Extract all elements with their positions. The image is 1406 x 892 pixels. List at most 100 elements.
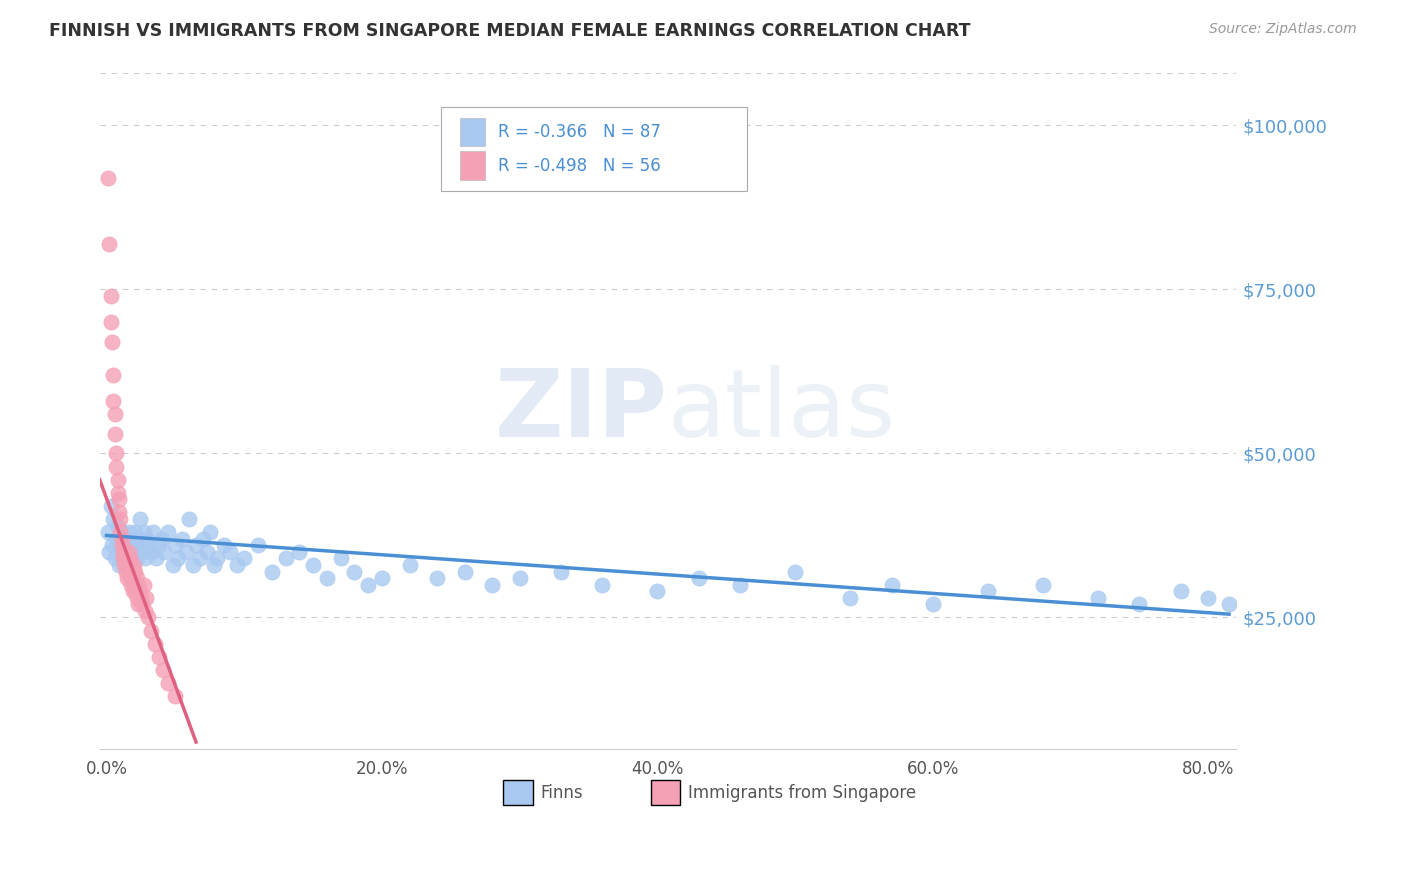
Text: Source: ZipAtlas.com: Source: ZipAtlas.com — [1209, 22, 1357, 37]
Point — [127, 532, 149, 546]
Point — [176, 545, 198, 559]
Point — [131, 597, 153, 611]
Point — [315, 571, 337, 585]
Point — [114, 565, 136, 579]
Point — [112, 558, 135, 572]
Point — [124, 584, 146, 599]
Point — [103, 512, 125, 526]
Text: Finns: Finns — [540, 783, 583, 802]
Point — [880, 577, 903, 591]
Point — [100, 499, 122, 513]
Point — [112, 532, 135, 546]
Point — [550, 565, 572, 579]
Point — [688, 571, 710, 585]
Point — [212, 538, 235, 552]
Point — [509, 571, 531, 585]
Point — [188, 551, 211, 566]
Point — [219, 545, 242, 559]
Point — [112, 545, 135, 559]
Point — [101, 334, 124, 349]
Point — [108, 506, 131, 520]
Point — [104, 551, 127, 566]
Text: atlas: atlas — [668, 365, 896, 457]
Text: Immigrants from Singapore: Immigrants from Singapore — [688, 783, 917, 802]
FancyBboxPatch shape — [440, 107, 748, 191]
Point — [97, 170, 120, 185]
FancyBboxPatch shape — [460, 152, 485, 179]
Point — [179, 512, 201, 526]
Point — [150, 532, 173, 546]
Point — [132, 577, 155, 591]
Point — [134, 551, 156, 566]
Point — [121, 545, 143, 559]
Point — [135, 591, 157, 605]
Point — [1218, 597, 1240, 611]
Point — [107, 473, 129, 487]
Point — [134, 604, 156, 618]
Point — [839, 591, 862, 605]
Point — [453, 565, 475, 579]
Point — [127, 597, 149, 611]
Point — [398, 558, 420, 572]
Point — [105, 459, 128, 474]
Point — [426, 571, 449, 585]
Point — [1087, 591, 1109, 605]
Point — [107, 518, 129, 533]
Point — [977, 584, 1000, 599]
Point — [128, 512, 150, 526]
Point — [205, 551, 228, 566]
Point — [481, 577, 503, 591]
Point — [142, 525, 165, 540]
Point — [1128, 597, 1150, 611]
Point — [329, 551, 352, 566]
Point — [288, 545, 311, 559]
Point — [111, 532, 134, 546]
Point — [647, 584, 669, 599]
Point — [191, 532, 214, 546]
Point — [1032, 577, 1054, 591]
Point — [1170, 584, 1192, 599]
Point — [114, 545, 136, 559]
Point — [371, 571, 394, 585]
Point — [157, 525, 180, 540]
Point — [167, 551, 190, 566]
Point — [357, 577, 380, 591]
Point — [115, 538, 138, 552]
Point — [226, 558, 249, 572]
Point — [172, 532, 194, 546]
Point — [152, 663, 174, 677]
Point — [122, 538, 145, 552]
Text: R = -0.366   N = 87: R = -0.366 N = 87 — [499, 123, 661, 141]
Point — [120, 532, 142, 546]
Point — [124, 565, 146, 579]
Point — [112, 551, 135, 566]
Point — [139, 545, 162, 559]
Point — [148, 649, 170, 664]
Point — [117, 545, 139, 559]
Point — [1197, 591, 1219, 605]
Point — [104, 407, 127, 421]
Point — [260, 565, 283, 579]
Point — [181, 558, 204, 572]
Point — [105, 446, 128, 460]
Point — [100, 289, 122, 303]
Point — [115, 558, 138, 572]
Point — [162, 558, 184, 572]
Point — [125, 571, 148, 585]
Point — [129, 545, 152, 559]
Point — [122, 577, 145, 591]
Point — [128, 584, 150, 599]
Point — [104, 426, 127, 441]
Point — [202, 558, 225, 572]
Point — [125, 551, 148, 566]
Point — [118, 551, 141, 566]
Point — [111, 538, 134, 552]
Point — [112, 545, 135, 559]
Point — [107, 485, 129, 500]
Point — [143, 637, 166, 651]
Point — [195, 545, 218, 559]
Point — [165, 538, 187, 552]
Text: ZIP: ZIP — [495, 365, 668, 457]
Point — [98, 545, 121, 559]
Point — [103, 368, 125, 382]
